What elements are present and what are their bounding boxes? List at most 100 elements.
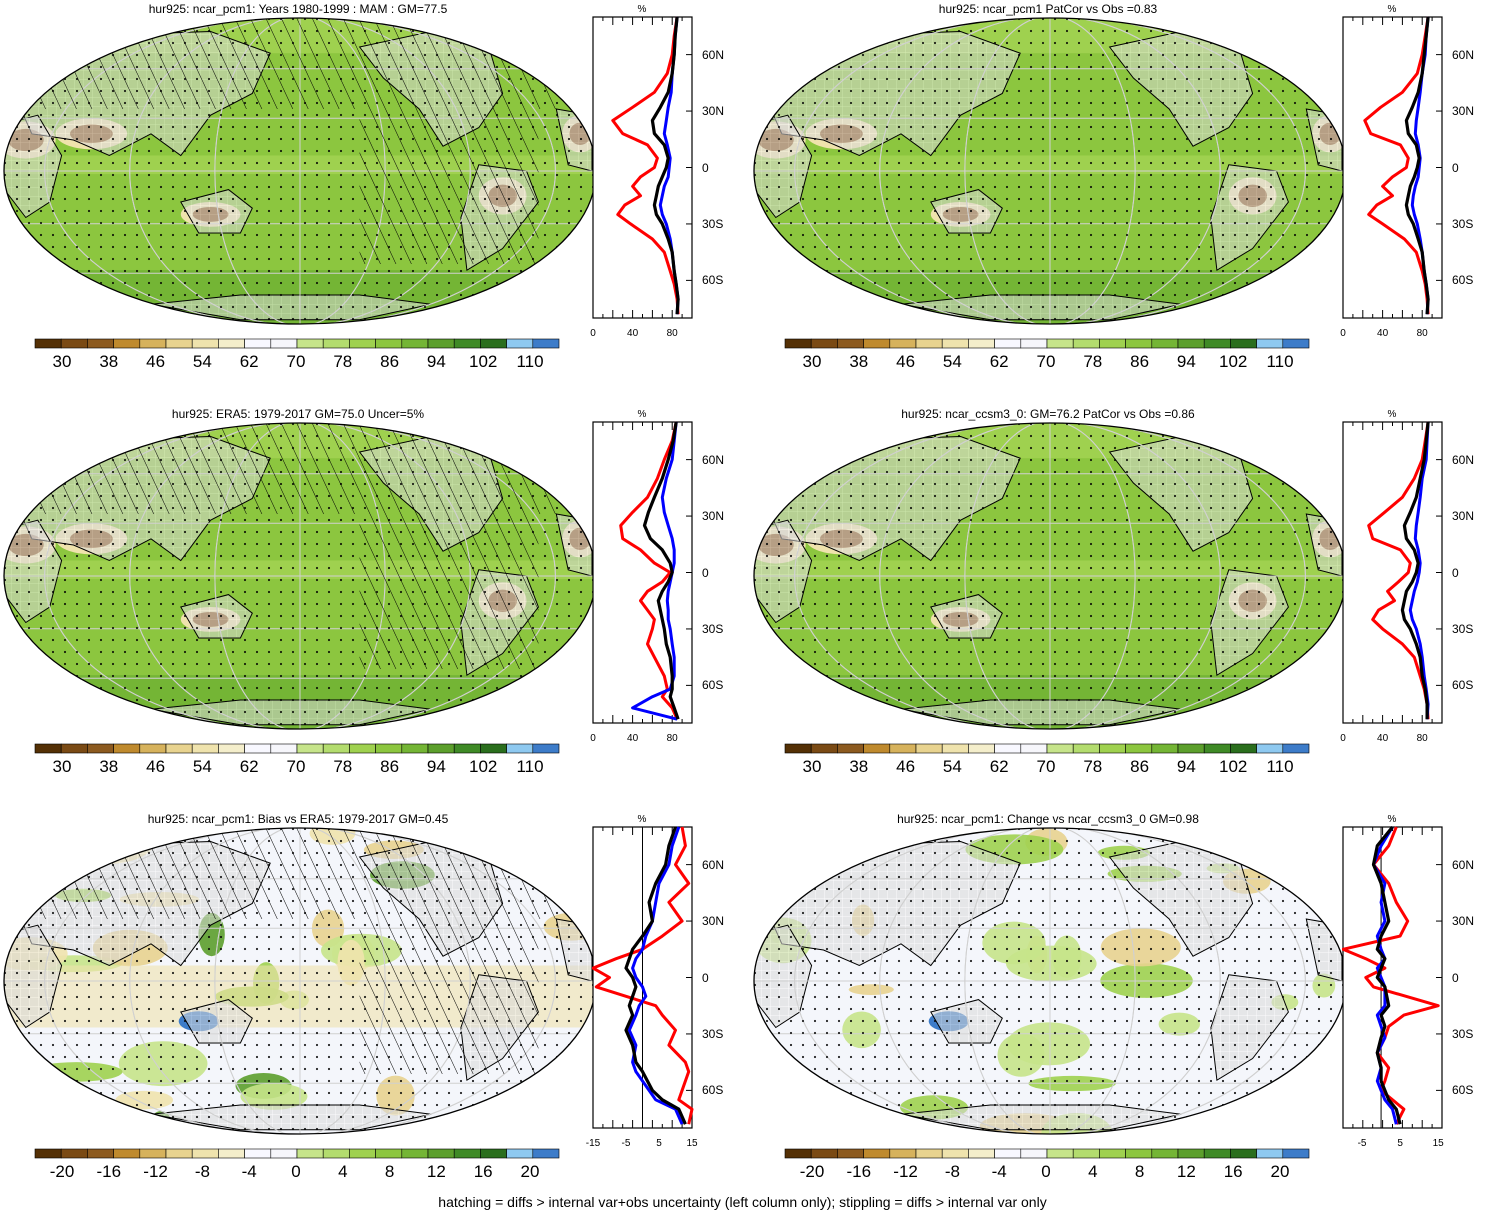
- latitude-label: 30S: [1452, 216, 1474, 231]
- zonal-x-tick: 80: [1416, 328, 1428, 339]
- colorbar-swatch: [1282, 1148, 1310, 1159]
- colorbar-swatch: [889, 1148, 917, 1159]
- colorbar-swatch: [270, 743, 298, 754]
- colorbar-swatch: [296, 743, 324, 754]
- colorbar-swatch: [1177, 1148, 1205, 1159]
- latitude-label: 0: [702, 565, 709, 580]
- zonal-series-line: [642, 421, 680, 720]
- colorbar-label: 94: [426, 757, 446, 776]
- colorbar-label: 70: [286, 352, 306, 371]
- colorbar-label: 94: [426, 352, 446, 371]
- colorbar: [784, 1148, 1310, 1159]
- colorbar-swatch: [1020, 338, 1048, 349]
- colorbar-swatch: [837, 743, 864, 754]
- zonal-series-line: [611, 16, 680, 315]
- colorbar-label: 46: [896, 352, 916, 371]
- colorbar-label: 62: [989, 757, 1009, 776]
- colorbar-swatch: [837, 1148, 864, 1159]
- colorbar-swatch: [87, 1148, 114, 1159]
- colorbar-swatch: [941, 1148, 969, 1159]
- zonal-mean-plot: [1342, 421, 1443, 724]
- latitude-label: 0: [702, 160, 709, 175]
- colorbar-label: 8: [1134, 1162, 1145, 1181]
- colorbar-label: 110: [1266, 757, 1294, 776]
- latitude-label: 30N: [1452, 509, 1475, 524]
- colorbar-label: 16: [473, 1162, 493, 1181]
- colorbar-label: 86: [1130, 757, 1150, 776]
- colorbar-swatch: [218, 743, 245, 754]
- zonal-series-line: [1363, 16, 1430, 315]
- zonal-series-line: [650, 16, 680, 315]
- colorbar-label: 78: [333, 352, 353, 371]
- colorbar-swatch: [1046, 1148, 1074, 1159]
- colorbar-label: 102: [1219, 757, 1248, 776]
- colorbar-swatch: [941, 743, 969, 754]
- colorbar-label: 102: [469, 352, 498, 371]
- colorbar-swatch: [322, 1148, 350, 1159]
- latitude-label: 60S: [1452, 1083, 1474, 1098]
- zonal-mean-plot: [592, 421, 693, 724]
- zonal-x-tick: 0: [1340, 733, 1346, 744]
- colorbar-swatch: [863, 743, 891, 754]
- zonal-x-tick: -15: [585, 1138, 601, 1149]
- colorbar-swatch: [60, 338, 88, 349]
- colorbar-label: -16: [846, 1162, 872, 1181]
- colorbar-swatch: [453, 1148, 481, 1159]
- colorbar-swatch: [139, 1148, 167, 1159]
- colorbar-swatch: [34, 1148, 62, 1159]
- colorbar-label: 78: [333, 757, 353, 776]
- colorbar-swatch: [113, 743, 141, 754]
- latitude-label: 60S: [1452, 273, 1474, 288]
- colorbar-label: 62: [239, 757, 259, 776]
- colorbar: [34, 338, 560, 349]
- colorbar-swatch: [60, 1148, 88, 1159]
- colorbar-swatch: [506, 338, 534, 349]
- colorbar-label: -20: [799, 1162, 825, 1181]
- colorbar-swatch: [349, 1148, 376, 1159]
- latitude-label: 60N: [702, 857, 725, 872]
- colorbar-label: 70: [1036, 757, 1056, 776]
- zonal-x-tick: 40: [1377, 733, 1389, 744]
- colorbar-swatch: [480, 1148, 507, 1159]
- colorbar-label: 38: [849, 757, 869, 776]
- colorbar-label: 94: [1176, 757, 1196, 776]
- map-p3: [3, 422, 597, 730]
- zonal-mean-plot: [592, 16, 693, 319]
- colorbar-swatch: [244, 743, 272, 754]
- colorbar-swatch: [889, 338, 917, 349]
- zonal-unit: %: [637, 814, 647, 825]
- colorbar: [34, 743, 560, 754]
- colorbar-label: 0: [1041, 1162, 1051, 1181]
- colorbar-swatch: [1230, 338, 1257, 349]
- colorbar-swatch: [1099, 1148, 1126, 1159]
- colorbar-swatch: [1151, 1148, 1179, 1159]
- latitude-label: 30N: [702, 104, 725, 119]
- latitude-label: 30N: [1452, 914, 1475, 929]
- colorbar-swatch: [994, 338, 1022, 349]
- colorbar-swatch: [60, 743, 88, 754]
- colorbar-swatch: [506, 1148, 534, 1159]
- colorbar-label: 78: [1083, 757, 1103, 776]
- colorbar-swatch: [1282, 743, 1310, 754]
- colorbar-swatch: [1230, 743, 1257, 754]
- colorbar-swatch: [1072, 1148, 1100, 1159]
- colorbar-swatch: [1151, 338, 1179, 349]
- colorbar-label: 4: [1088, 1162, 1098, 1181]
- zonal-x-tick: -5: [1357, 1138, 1367, 1149]
- colorbar-swatch: [139, 338, 167, 349]
- colorbar-swatch: [375, 743, 403, 754]
- colorbar-swatch: [863, 338, 891, 349]
- zonal-series-line: [1408, 421, 1430, 720]
- colorbar-label: -12: [893, 1162, 918, 1181]
- zonal-x-tick: 0: [590, 733, 596, 744]
- latitude-label: 30S: [702, 216, 724, 231]
- colorbar-swatch: [837, 338, 864, 349]
- zonal-x-tick: -5: [621, 1138, 631, 1149]
- colorbar-swatch: [1046, 338, 1074, 349]
- zonal-series-line: [1371, 826, 1402, 1125]
- colorbar-label: 94: [1176, 352, 1196, 371]
- colorbar-label: 70: [1036, 352, 1056, 371]
- colorbar: [784, 338, 1310, 349]
- latitude-label: 0: [1452, 970, 1459, 985]
- colorbar-swatch: [191, 1148, 219, 1159]
